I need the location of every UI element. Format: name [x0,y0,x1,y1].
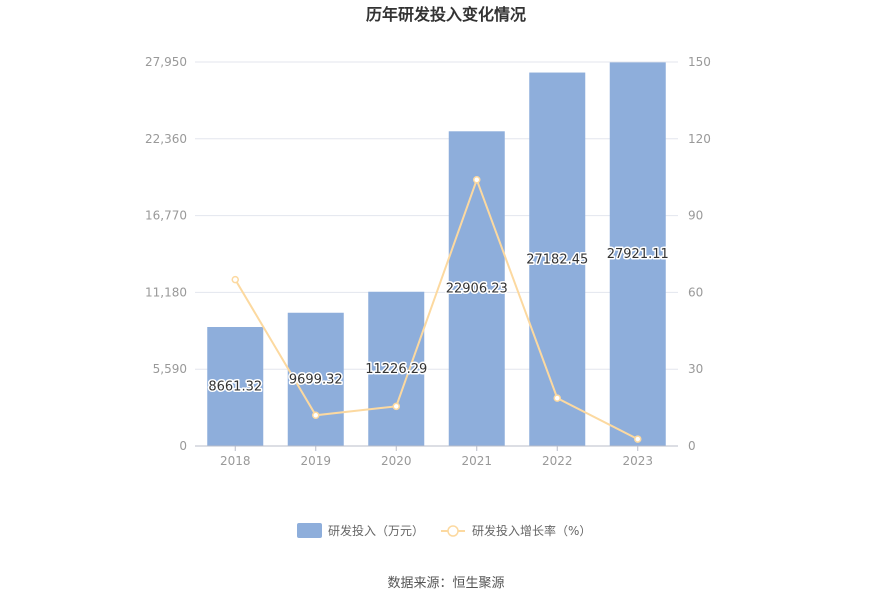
line-point [473,176,481,184]
bar-data-label: 11226.29 [365,362,427,377]
y-right-tick-label: 0 [688,439,696,453]
x-tick-label: 2021 [461,454,492,468]
y-left-tick-label: 11,180 [145,285,187,299]
x-tick-label: 2020 [381,454,412,468]
y-right-tick-label: 90 [688,209,703,223]
bar [529,72,586,446]
growth-rate-line [234,176,639,440]
y-right-tick-label: 120 [688,132,711,146]
bar [287,312,344,446]
bar [448,131,505,446]
legend-bar-swatch [297,523,322,538]
y-right-tick-label: 30 [688,362,703,376]
bar [609,62,666,447]
y-right-tick-label: 60 [688,285,703,299]
line-point [634,435,642,443]
line-point [231,275,239,284]
legend: 研发投入（万元） 研发投入增长率（%） [297,523,591,538]
source-text: 数据来源：恒生聚源 [387,576,504,591]
bar-data-label: 27921.11 [607,247,669,262]
y-left-tick-label: 27,950 [145,55,187,69]
y-left-tick-label: 0 [179,439,187,453]
legend-line-label: 研发投入增长率（%） [472,523,591,538]
x-tick-label: 2018 [220,454,251,468]
grid-lines [195,61,678,370]
bar [368,291,425,446]
y-left-tick-label: 22,360 [145,132,187,146]
legend-line-marker [447,525,459,537]
y-right-tick-label: 150 [688,55,711,69]
bar-data-label: 22906.23 [446,282,508,297]
axes: 0 0 5,590 30 11,180 60 16,770 90 22,360 120 27,950… [145,55,711,468]
line-point [312,411,320,420]
bar-series [207,62,666,447]
x-tick-label: 2023 [622,454,653,468]
y-left-tick-label: 5,590 [153,362,187,376]
bar-data-label: 9699.32 [289,372,343,387]
legend-bar-label: 研发投入（万元） [328,523,424,538]
chart-title: 历年研发投入变化情况 [366,5,526,24]
x-tick-label: 2022 [542,454,573,468]
line-series [231,176,642,443]
x-tick-label: 2019 [300,454,331,468]
bar [207,327,264,446]
y-left-tick-label: 16,770 [145,209,187,223]
line-point [553,394,561,402]
line-point [392,402,400,411]
bar-data-label: 27182.45 [526,252,588,267]
data-labels: 8661.32 9699.32 11226.29 22906.23 27182.45 27… [207,246,670,396]
bar-data-label: 8661.32 [208,380,262,395]
